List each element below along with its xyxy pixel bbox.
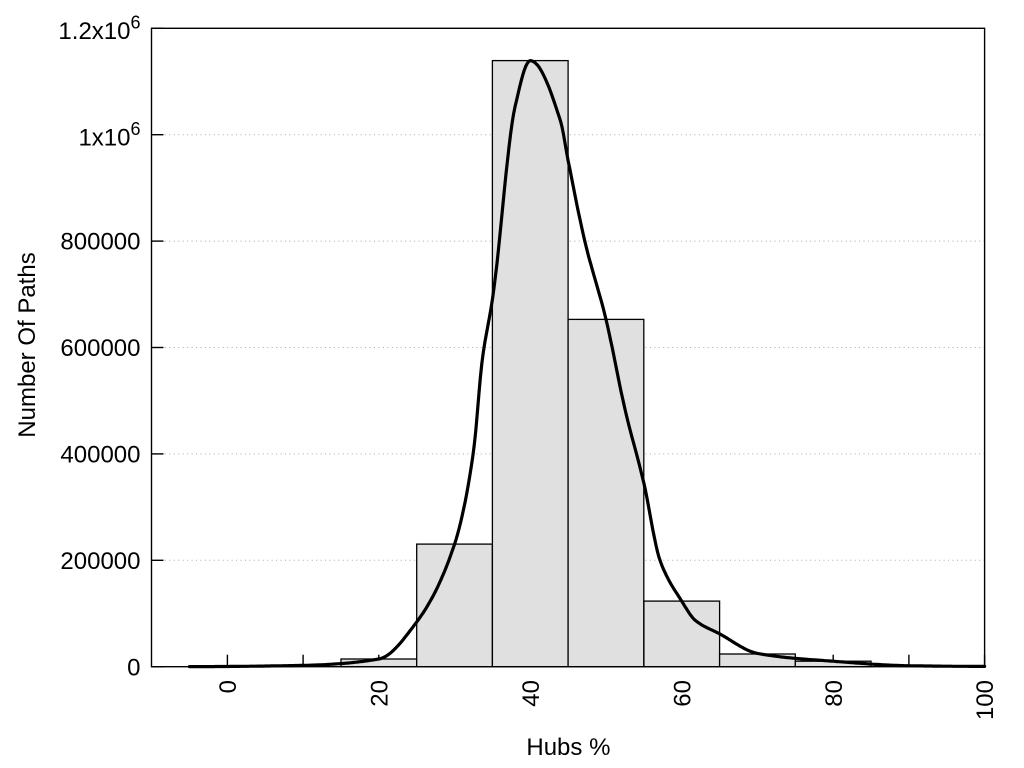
svg-text:200000: 200000 <box>60 548 140 575</box>
svg-text:1x106: 1x106 <box>78 119 140 152</box>
svg-text:400000: 400000 <box>60 442 140 469</box>
svg-text:20: 20 <box>366 680 393 707</box>
svg-text:1.2x106: 1.2x106 <box>58 13 140 46</box>
svg-text:0: 0 <box>127 654 140 681</box>
svg-text:800000: 800000 <box>60 229 140 256</box>
svg-text:Hubs %: Hubs % <box>526 734 610 761</box>
svg-text:600000: 600000 <box>60 335 140 362</box>
svg-text:80: 80 <box>821 680 848 707</box>
svg-text:60: 60 <box>669 680 696 707</box>
svg-text:Number Of Paths: Number Of Paths <box>14 252 41 437</box>
svg-text:0: 0 <box>215 680 242 693</box>
svg-text:40: 40 <box>518 680 545 707</box>
svg-text:100: 100 <box>972 680 999 720</box>
